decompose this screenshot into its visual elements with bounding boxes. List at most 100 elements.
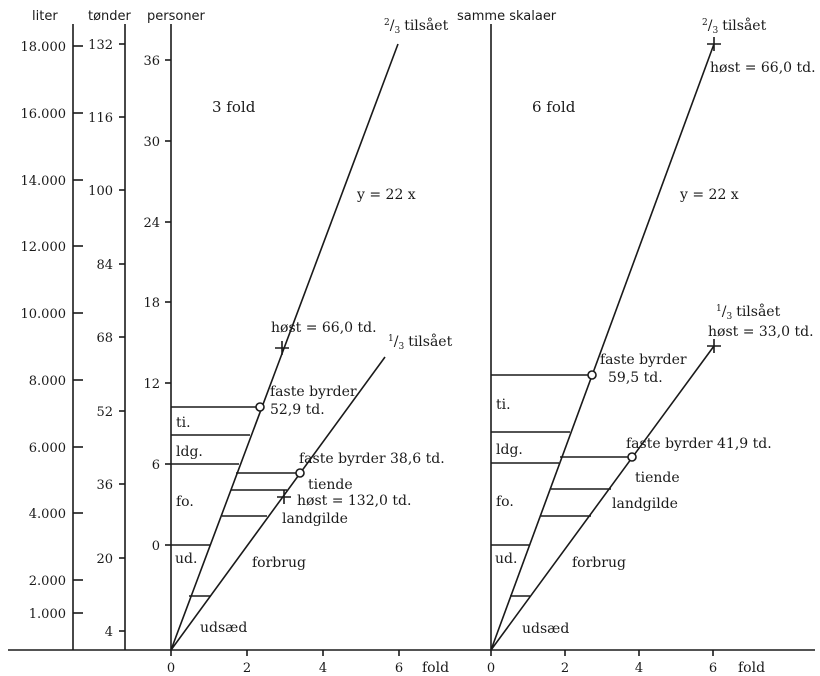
- panel-3-fold: 3 fold y = 22 x 2/3 tilsået 1/3 tilsået ti…: [170, 17, 453, 651]
- point-label: faste byrder: [600, 352, 687, 368]
- band-label-ti: ti.: [176, 415, 191, 431]
- band-label-fo: fo.: [496, 494, 514, 510]
- frac-num: 2: [384, 18, 390, 28]
- header-liter: liter: [32, 9, 58, 24]
- tonder-tick-label: 132: [88, 38, 113, 53]
- tonder-ticks: 132 116 100 84 68 52 36 20 4: [88, 38, 125, 640]
- fold-tick-label: 4: [635, 661, 643, 676]
- equation-label: y = 22 x: [679, 187, 739, 203]
- band-label-ldg: ldg.: [496, 442, 523, 458]
- tonder-tick-label: 116: [88, 111, 113, 126]
- point-label: 59,5 td.: [608, 370, 663, 386]
- plus-marker: [707, 339, 721, 353]
- liter-tick-label: 10.000: [21, 307, 67, 322]
- header-personer: personer: [147, 9, 206, 24]
- frac-num: 1: [716, 304, 722, 314]
- tonder-tick-label: 52: [96, 405, 113, 420]
- liter-tick-label: 1.000: [29, 607, 66, 622]
- fold-tick-label: 2: [243, 661, 251, 676]
- frac-den: 3: [712, 26, 718, 36]
- point-label: høst = 66,0 td.: [710, 60, 816, 76]
- label-forbrug: forbrug: [252, 555, 306, 571]
- frac-num: 2: [702, 18, 708, 28]
- circle-marker: [295, 468, 305, 478]
- xlabel-left: fold: [422, 660, 449, 676]
- frac-text: tilsået: [722, 17, 766, 34]
- fold-ticks-right: 0 2 4 6 fold: [487, 650, 765, 676]
- point-label: høst = 132,0 td.: [297, 493, 411, 509]
- equation-label: y = 22 x: [356, 187, 416, 203]
- band-label-ldg: ldg.: [176, 444, 203, 460]
- label-landgilde: landgilde: [282, 511, 348, 527]
- point-label: faste byrder 41,9 td.: [626, 436, 772, 452]
- label-forbrug: forbrug: [572, 555, 626, 571]
- tonder-tick-label: 84: [96, 258, 113, 273]
- point-label: faste byrder: [270, 384, 357, 400]
- series-label-two-thirds: 2/3 tilsået: [384, 17, 449, 36]
- frac-den: 3: [726, 312, 732, 322]
- liter-tick-label: 14.000: [21, 174, 67, 189]
- series-label-two-thirds: 2/3 tilsået: [702, 17, 767, 36]
- persons-ticks: 36 30 24 18 12 6 0: [143, 54, 171, 554]
- xlabel-right: fold: [738, 660, 765, 676]
- tonder-tick-label: 4: [105, 625, 113, 640]
- panel-title: 6 fold: [532, 98, 576, 116]
- fold-ticks-left: 0 2 4 6 fold: [167, 650, 449, 676]
- frac-text: tilsået: [408, 333, 452, 350]
- persons-tick-label: 0: [152, 539, 160, 554]
- liter-tick-label: 18.000: [21, 40, 67, 55]
- label-landgilde: landgilde: [612, 496, 678, 512]
- frac-num: 1: [388, 334, 394, 344]
- header-right: samme skalaer: [457, 9, 557, 24]
- persons-tick-label: 36: [143, 54, 160, 69]
- liter-ticks: 18.000 16.000 14.000 12.000 10.000 8.000…: [21, 40, 83, 622]
- liter-tick-label: 6.000: [29, 441, 66, 456]
- circle-marker: [587, 370, 597, 380]
- circle-marker: [255, 402, 265, 412]
- label-tiende: tiende: [308, 477, 353, 493]
- liter-tick-label: 16.000: [21, 107, 67, 122]
- band-label-ti: ti.: [496, 397, 511, 413]
- label-tiende: tiende: [635, 470, 680, 486]
- plus-marker: [275, 341, 289, 355]
- persons-tick-label: 24: [143, 216, 160, 231]
- point-label: høst = 33,0 td.: [708, 324, 814, 340]
- fold-tick-label: 4: [319, 661, 327, 676]
- label-udsaed: udsæd: [522, 621, 569, 637]
- frac-text: tilsået: [736, 303, 780, 320]
- header-tonder: tønder: [88, 9, 132, 24]
- panel-title: 3 fold: [212, 98, 256, 116]
- plus-marker: [277, 490, 291, 504]
- fold-tick-label: 6: [395, 661, 403, 676]
- series-line-two-thirds: [170, 43, 399, 651]
- liter-tick-label: 12.000: [21, 240, 67, 255]
- band-label-ud: ud.: [175, 551, 197, 567]
- liter-tick-label: 4.000: [29, 507, 66, 522]
- series-line-one-third: [170, 356, 386, 651]
- band-label-ud: ud.: [495, 551, 517, 567]
- frac-den: 3: [394, 26, 400, 36]
- persons-tick-label: 18: [143, 296, 160, 311]
- fold-tick-label: 0: [167, 661, 175, 676]
- panel-6-fold: 6 fold y = 22 x 2/3 tilsået 1/3 tilsået ti…: [490, 17, 816, 651]
- persons-tick-label: 30: [143, 135, 160, 150]
- point-label: høst = 66,0 td.: [271, 320, 377, 336]
- fold-tick-label: 6: [709, 661, 717, 676]
- liter-tick-label: 8.000: [29, 374, 66, 389]
- tonder-tick-label: 20: [96, 552, 113, 567]
- persons-tick-label: 6: [152, 458, 160, 473]
- series-line-two-thirds: [490, 43, 715, 651]
- series-line-one-third: [490, 345, 715, 651]
- fold-tick-label: 2: [561, 661, 569, 676]
- point-label: 52,9 td.: [270, 402, 325, 418]
- tonder-tick-label: 36: [96, 478, 113, 493]
- band-label-fo: fo.: [176, 494, 194, 510]
- series-label-one-third: 1/3 tilsået: [388, 333, 453, 352]
- point-label: faste byrder 38,6 td.: [299, 451, 445, 467]
- tonder-tick-label: 68: [96, 331, 113, 346]
- series-label-one-third: 1/3 tilsået: [716, 303, 781, 322]
- label-udsaed: udsæd: [200, 620, 247, 636]
- tonder-tick-label: 100: [88, 184, 113, 199]
- frac-text: tilsået: [404, 17, 448, 34]
